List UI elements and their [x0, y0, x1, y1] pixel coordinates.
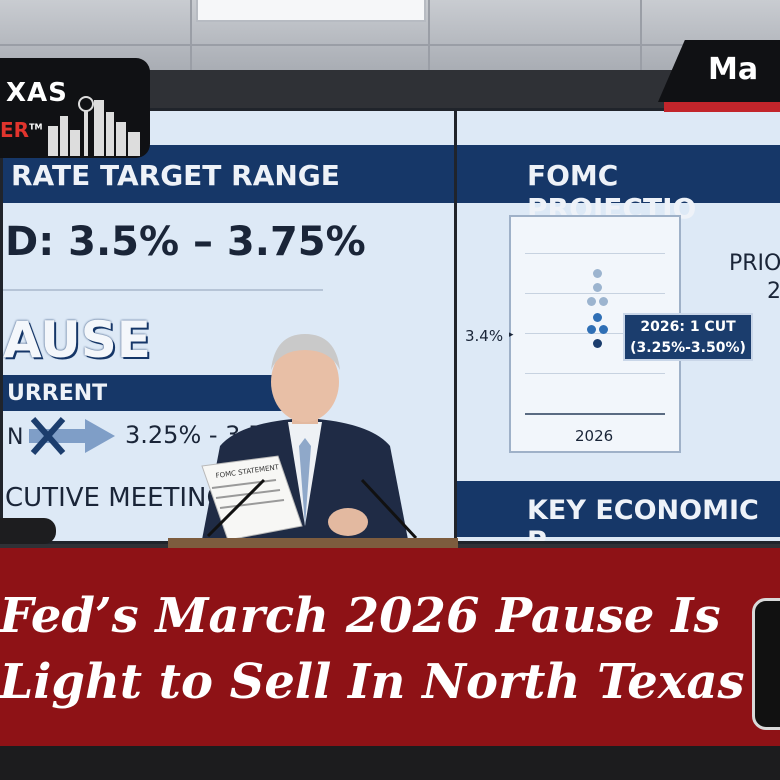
right-screen-header: FOMC PROJECTIO — [527, 159, 697, 225]
current-band: URRENT — [3, 375, 295, 411]
headline-line-1: Fed’s March 2026 Pause Is — [0, 588, 721, 644]
projection-dot — [593, 283, 602, 292]
headline-line-2: Light to Sell In North Texas — [0, 654, 745, 710]
callout-line-2: (3.25%-3.50%) — [630, 340, 746, 356]
grid-line — [525, 333, 665, 334]
audience-silhouettes — [0, 746, 780, 780]
speaker-figure: FOMC STATEMENT — [200, 334, 418, 550]
prior-range-label: N — [7, 425, 24, 450]
projection-dot — [593, 313, 602, 322]
axis-value: 3.4% — [465, 327, 504, 345]
logo-wordmark: XAS — [6, 78, 68, 108]
projection-dot — [599, 297, 608, 306]
date-tag-text: Ma — [708, 52, 759, 87]
right-presentation-screen: FOMC PROJECTIO 2026 3.4% ▸ 2026: 1 CUT (… — [454, 108, 780, 544]
right-screen-footer: KEY ECONOMIC P — [527, 495, 759, 544]
prior-value: 2 — [767, 279, 780, 304]
grid-line — [525, 293, 665, 294]
divider — [3, 289, 323, 291]
axis-marker: ▸ — [509, 330, 514, 340]
baseline — [525, 413, 665, 415]
left-screen-header: RATE TARGET RANGE — [11, 159, 340, 192]
ceiling-light — [196, 0, 426, 22]
projection-dot — [593, 339, 602, 348]
ceiling-grid-line — [0, 44, 780, 46]
prior-label: PRIO — [729, 251, 780, 276]
date-tag-accent — [664, 102, 780, 112]
podium — [168, 538, 458, 550]
microphone-right — [360, 478, 418, 540]
headline-banner: Fed’s March 2026 Pause Is Light to Sell … — [0, 548, 780, 746]
logo-subtitle: ERTM — [0, 118, 42, 142]
right-screen-header-band: FOMC PROJECTIO — [457, 145, 780, 225]
projection-dot — [587, 325, 596, 334]
logo-subtitle-text: ER — [0, 118, 30, 142]
date-tag: Ma — [658, 40, 780, 102]
camera — [0, 518, 56, 544]
grid-line — [525, 373, 665, 374]
current-label: URRENT — [7, 381, 108, 406]
crossed-arrow-icon — [29, 417, 115, 455]
projection-dot — [587, 297, 596, 306]
target-range-value: D: 3.5% – 3.75% — [5, 219, 366, 265]
ceiling-grid-line — [190, 0, 192, 70]
ceiling-grid-line — [640, 0, 642, 70]
projection-dot — [599, 325, 608, 334]
city-skyline-icon — [48, 96, 140, 156]
trademark-mark: TM — [29, 122, 43, 132]
callout-line-1: 2026: 1 CUT — [640, 319, 736, 335]
grid-line — [525, 253, 665, 254]
projection-dot — [593, 269, 602, 278]
microphone-left — [206, 478, 266, 538]
year-label: 2026 — [575, 427, 614, 445]
brand-logo: XAS ERTM — [0, 58, 150, 158]
ceiling-grid-line — [428, 0, 430, 70]
meeting-label: CUTIVE MEETING — [5, 483, 227, 513]
right-screen-footer-band: KEY ECONOMIC P — [457, 481, 780, 541]
pause-label: AUSE — [3, 311, 151, 369]
phone-graphic — [752, 598, 780, 730]
projection-callout: 2026: 1 CUT (3.25%-3.50%) — [623, 313, 753, 361]
